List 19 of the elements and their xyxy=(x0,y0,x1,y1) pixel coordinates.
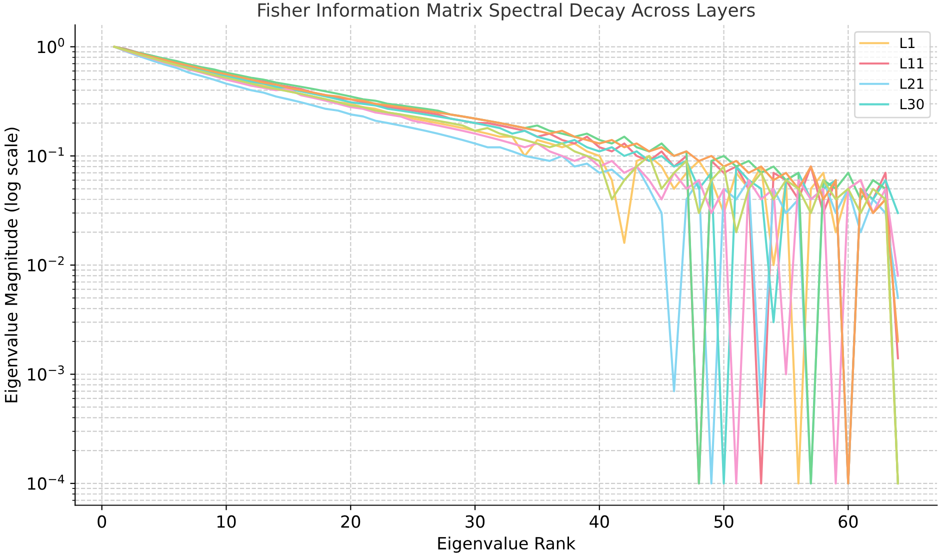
x-tick-label: 20 xyxy=(341,515,360,528)
y-axis-title: Eigenvalue Magnitude (log scale) xyxy=(4,128,21,402)
y-tick-label: 10$^{−4}$ xyxy=(28,474,64,490)
x-tick-label: 0 xyxy=(98,515,106,528)
x-tick-label: 30 xyxy=(466,515,485,528)
legend-label: L21 xyxy=(900,78,924,89)
chart-title: Fisher Information Matrix Spectral Decay Across Layers xyxy=(258,2,755,20)
x-axis-title: Eigenvalue Rank xyxy=(438,536,576,553)
legend-label: L30 xyxy=(900,98,924,110)
legend-label: L1 xyxy=(900,38,914,48)
y-tick-label: 10$^{−1}$ xyxy=(28,147,64,162)
y-tick-label: 10$^{0}$ xyxy=(38,38,64,54)
y-tick-label: 10$^{−3}$ xyxy=(28,365,64,381)
x-tick-label: 50 xyxy=(714,515,734,528)
x-tick-label: 40 xyxy=(590,515,609,528)
y-tick-label: 10$^{−2}$ xyxy=(28,256,64,272)
legend-label: L11 xyxy=(900,58,924,68)
x-tick-label: 60 xyxy=(838,515,858,528)
x-tick-label: 10 xyxy=(217,515,236,528)
